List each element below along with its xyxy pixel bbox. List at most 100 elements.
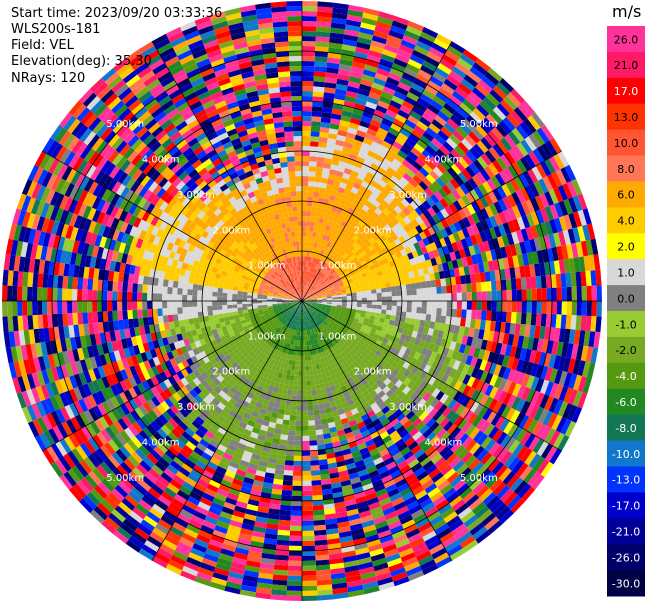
velocity-gate bbox=[457, 531, 473, 545]
velocity-gate bbox=[464, 454, 477, 468]
velocity-gate bbox=[316, 353, 321, 359]
velocity-gate bbox=[274, 397, 282, 404]
velocity-gate bbox=[325, 332, 331, 338]
velocity-gate bbox=[403, 68, 418, 79]
velocity-gate bbox=[332, 244, 338, 251]
velocity-gate bbox=[375, 398, 384, 407]
velocity-gate bbox=[475, 253, 483, 264]
velocity-gate bbox=[340, 238, 347, 245]
velocity-gate bbox=[302, 340, 305, 346]
velocity-gate bbox=[339, 284, 345, 289]
velocity-gate bbox=[320, 367, 326, 374]
velocity-gate bbox=[443, 78, 458, 91]
velocity-gate bbox=[436, 221, 445, 231]
velocity-gate bbox=[434, 322, 441, 331]
velocity-gate bbox=[308, 171, 316, 177]
velocity-gate bbox=[465, 165, 476, 178]
velocity-gate bbox=[311, 295, 317, 298]
velocity-gate bbox=[356, 294, 362, 299]
velocity-gate bbox=[435, 499, 449, 511]
velocity-gate bbox=[347, 318, 354, 324]
velocity-gate bbox=[440, 126, 453, 138]
velocity-gate bbox=[345, 273, 351, 279]
velocity-gate bbox=[264, 436, 273, 443]
velocity-gate bbox=[273, 428, 282, 435]
velocity-gate bbox=[425, 127, 438, 138]
velocity-gate bbox=[568, 212, 578, 229]
velocity-gate bbox=[329, 321, 335, 327]
velocity-gate bbox=[449, 251, 457, 261]
velocity-gate bbox=[267, 426, 275, 433]
velocity-gate bbox=[302, 495, 313, 501]
velocity-gate bbox=[397, 109, 410, 120]
velocity-gate bbox=[364, 314, 371, 320]
velocity-gate bbox=[316, 276, 321, 282]
velocity-gate bbox=[302, 310, 304, 316]
velocity-gate bbox=[365, 311, 372, 316]
velocity-gate bbox=[494, 416, 506, 429]
velocity-gate bbox=[392, 325, 399, 332]
velocity-gate bbox=[491, 301, 497, 312]
velocity-gate bbox=[392, 197, 401, 206]
velocity-gate bbox=[398, 210, 407, 220]
velocity-gate bbox=[357, 469, 369, 477]
velocity-gate bbox=[520, 156, 532, 171]
velocity-gate bbox=[369, 179, 379, 188]
velocity-gate bbox=[343, 427, 353, 435]
velocity-gate bbox=[322, 328, 328, 334]
velocity-gate bbox=[315, 166, 324, 173]
velocity-gate bbox=[375, 461, 386, 470]
velocity-gate bbox=[421, 479, 435, 490]
velocity-gate bbox=[459, 486, 473, 500]
velocity-gate bbox=[377, 529, 392, 539]
velocity-gate bbox=[334, 311, 340, 316]
velocity-gate bbox=[533, 180, 545, 196]
velocity-gate bbox=[313, 514, 325, 521]
velocity-gate bbox=[530, 211, 540, 226]
velocity-gate bbox=[326, 337, 332, 343]
velocity-gate bbox=[431, 369, 441, 379]
velocity-gate bbox=[495, 464, 508, 479]
velocity-gate bbox=[316, 11, 333, 18]
velocity-gate bbox=[530, 225, 539, 239]
velocity-gate bbox=[267, 513, 280, 520]
velocity-gate bbox=[431, 472, 444, 483]
velocity-gate bbox=[290, 410, 297, 416]
velocity-gate bbox=[506, 233, 515, 246]
velocity-gate bbox=[516, 216, 526, 230]
velocity-gate bbox=[500, 99, 514, 114]
velocity-gate bbox=[309, 307, 314, 311]
velocity-gate bbox=[303, 310, 305, 316]
velocity-gate bbox=[315, 327, 320, 333]
velocity-gate bbox=[423, 341, 431, 350]
velocity-gate bbox=[443, 434, 455, 446]
velocity-gate bbox=[516, 203, 527, 217]
velocity-gate bbox=[424, 84, 439, 96]
velocity-gate bbox=[380, 393, 389, 402]
velocity-gate bbox=[380, 90, 394, 100]
velocity-gate bbox=[407, 151, 419, 162]
velocity-gate bbox=[510, 312, 517, 324]
velocity-gate bbox=[362, 275, 369, 281]
velocity-gate bbox=[311, 323, 315, 329]
velocity-gate bbox=[326, 67, 339, 74]
velocity-gate bbox=[320, 260, 325, 267]
velocity-gate bbox=[282, 480, 293, 486]
velocity-gate bbox=[362, 357, 369, 365]
velocity-gate bbox=[402, 34, 418, 46]
velocity-gate bbox=[361, 390, 370, 398]
velocity-gate bbox=[344, 314, 350, 319]
velocity-gate bbox=[422, 163, 433, 174]
velocity-gate bbox=[402, 207, 411, 216]
velocity-gate bbox=[457, 172, 468, 184]
velocity-gate bbox=[312, 504, 324, 511]
velocity-gate bbox=[430, 257, 438, 267]
velocity-gate bbox=[313, 316, 318, 322]
velocity-gate bbox=[432, 166, 444, 178]
velocity-gate bbox=[416, 345, 424, 354]
velocity-gate bbox=[348, 441, 358, 449]
velocity-gate bbox=[469, 522, 485, 536]
velocity-gate bbox=[411, 344, 419, 352]
velocity-gate bbox=[492, 481, 507, 496]
velocity-gate bbox=[290, 405, 297, 411]
